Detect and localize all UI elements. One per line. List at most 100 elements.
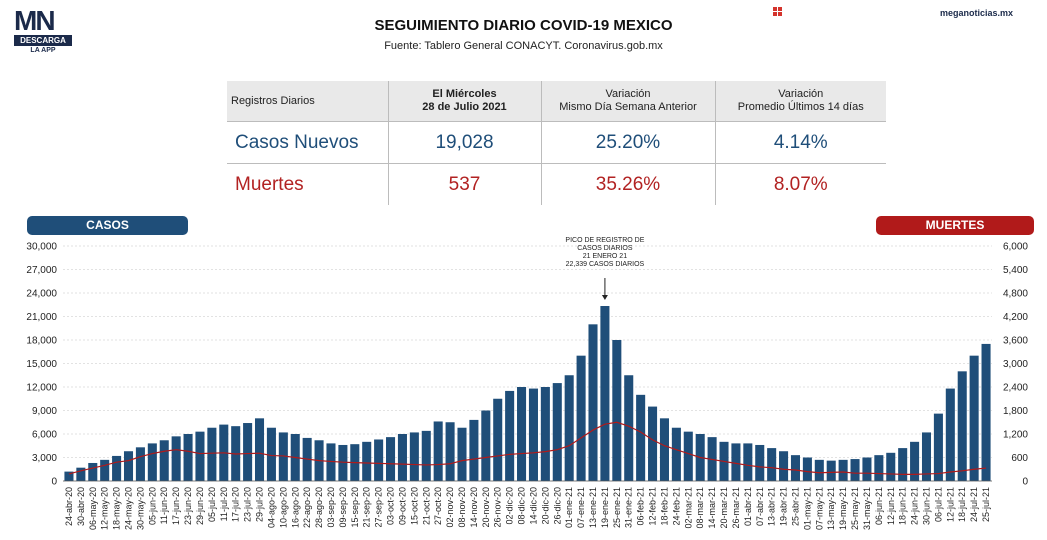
cases-bar: [386, 437, 396, 481]
x-tick-label: 17-jul-20: [231, 487, 241, 522]
cases-bar: [945, 388, 955, 481]
legend-cases: CASOS: [27, 216, 188, 235]
y-left-tick-label: 0: [51, 477, 57, 488]
x-tick-label: 13-abr-21: [767, 487, 777, 526]
cases-bar: [397, 434, 407, 481]
x-tick-label: 28-ago-20: [314, 487, 324, 528]
cases-bar: [552, 383, 562, 481]
cases-bar: [874, 455, 884, 481]
cases-bar: [636, 394, 646, 481]
cases-bar: [64, 471, 74, 481]
x-tick-label: 30-abr-20: [76, 487, 86, 526]
x-tick-label: 14-mar-21: [707, 487, 717, 529]
cases-bar: [767, 448, 777, 481]
cases-bar: [338, 444, 348, 481]
stats-header-date: El Miércoles 28 de Julio 2021: [388, 81, 542, 122]
x-tick-label: 27-oct-20: [433, 487, 443, 525]
cases-bar: [600, 306, 610, 481]
cases-bar: [850, 459, 860, 481]
y-left-tick-label: 27,000: [26, 265, 57, 276]
x-tick-label: 05-jul-20: [207, 487, 217, 522]
cases-bar: [969, 355, 979, 481]
cases-bar: [683, 431, 693, 481]
cases-bar: [100, 459, 110, 481]
cases-value: 19,028: [388, 121, 542, 164]
x-tick-label: 11-jul-20: [219, 487, 229, 521]
x-tick-label: 23-jul-20: [243, 487, 253, 522]
x-tick-label: 12-may-20: [100, 487, 110, 530]
x-tick-label: 24-may-20: [124, 487, 134, 530]
y-right-tick-label: 6,000: [1003, 242, 1028, 253]
grid-icon: [773, 7, 783, 17]
stats-header-row: Registros Diarios El Miércoles 28 de Juli…: [227, 81, 886, 122]
cases-label: Casos Nuevos: [227, 121, 389, 164]
x-tick-label: 07-may-21: [814, 487, 824, 530]
y-right-tick-label: 1,800: [1003, 406, 1028, 417]
x-tick-label: 30-may-20: [135, 487, 145, 530]
cases-bar: [445, 422, 455, 481]
x-tick-label: 07-abr-21: [755, 487, 765, 526]
x-tick-label: 26-dic-20: [552, 487, 562, 525]
x-tick-label: 27-sep-20: [374, 487, 384, 528]
y-left-tick-label: 6,000: [32, 430, 57, 441]
peak-annotation-line: PICO DE REGISTRO DE: [565, 237, 644, 244]
stats-table: Registros Diarios El Miércoles 28 de Juli…: [227, 81, 886, 205]
x-tick-label: 05-jun-20: [147, 487, 157, 525]
x-tick-label: 18-jul-21: [957, 487, 967, 522]
y-left-tick-label: 9,000: [32, 406, 57, 417]
x-tick-label: 02-mar-21: [683, 487, 693, 529]
x-tick-label: 15-sep-20: [350, 487, 360, 528]
y-left-tick-label: 15,000: [26, 359, 57, 370]
cases-bar: [362, 441, 372, 481]
x-tick-label: 18-may-20: [112, 487, 122, 530]
x-tick-label: 01-may-21: [802, 487, 812, 530]
x-tick-label: 13-ene-21: [588, 487, 598, 528]
cases-bar: [123, 451, 134, 481]
cases-bar: [957, 371, 967, 481]
logo-mn: MN: [14, 5, 56, 36]
legend-deaths: MUERTES: [876, 216, 1034, 235]
stats-header-14days: Variación Promedio Últimos 14 días: [715, 81, 886, 122]
cases-bar: [921, 432, 932, 481]
cases-bar: [564, 375, 574, 481]
cases-bar: [409, 432, 419, 481]
x-tick-label: 29-jul-20: [255, 487, 265, 522]
x-tick-label: 09-sep-20: [338, 487, 348, 528]
x-tick-label: 18-jun-21: [898, 487, 908, 525]
x-tick-label: 24-feb-21: [671, 487, 681, 526]
peak-arrow-head: [601, 295, 608, 300]
x-tick-label: 21-oct-20: [421, 487, 431, 525]
cases-bar: [862, 457, 872, 481]
cases-bar: [826, 460, 836, 481]
y-right-tick-label: 3,000: [1003, 359, 1028, 370]
cases-bar: [326, 443, 336, 481]
cases-bar: [731, 443, 741, 481]
cases-bar: [171, 436, 181, 481]
x-tick-label: 08-nov-20: [457, 487, 467, 528]
x-tick-label: 06-jul-21: [933, 487, 943, 522]
y-left-tick-label: 30,000: [26, 242, 57, 253]
cases-bar: [254, 418, 265, 481]
page-subtitle: Fuente: Tablero General CONACYT. Coronav…: [384, 40, 663, 52]
deaths-var-14: 8.07%: [773, 173, 828, 195]
cases-bar: [886, 452, 896, 481]
x-tick-label: 25-jul-21: [981, 487, 991, 522]
y-right-tick-label: 2,400: [1003, 383, 1028, 394]
cases-bar: [207, 427, 217, 481]
cases-bar: [481, 410, 491, 481]
x-tick-label: 25-abr-21: [790, 487, 800, 526]
x-tick-label: 20-dic-20: [540, 487, 550, 525]
x-tick-label: 06-feb-21: [636, 487, 646, 526]
cases-bar: [159, 440, 169, 481]
cases-bar: [802, 457, 812, 481]
x-tick-label: 12-jul-21: [945, 487, 955, 522]
cases-bar: [838, 459, 848, 481]
cases-bar: [266, 427, 276, 481]
x-tick-label: 19-ene-21: [600, 487, 610, 528]
peak-annotation-line: 22,339 CASOS DIARIOS: [566, 261, 645, 268]
x-tick-label: 10-ago-20: [278, 487, 288, 528]
cases-bar: [933, 413, 943, 481]
cases-bar: [588, 324, 598, 481]
y-right-tick-label: 600: [1011, 453, 1028, 464]
